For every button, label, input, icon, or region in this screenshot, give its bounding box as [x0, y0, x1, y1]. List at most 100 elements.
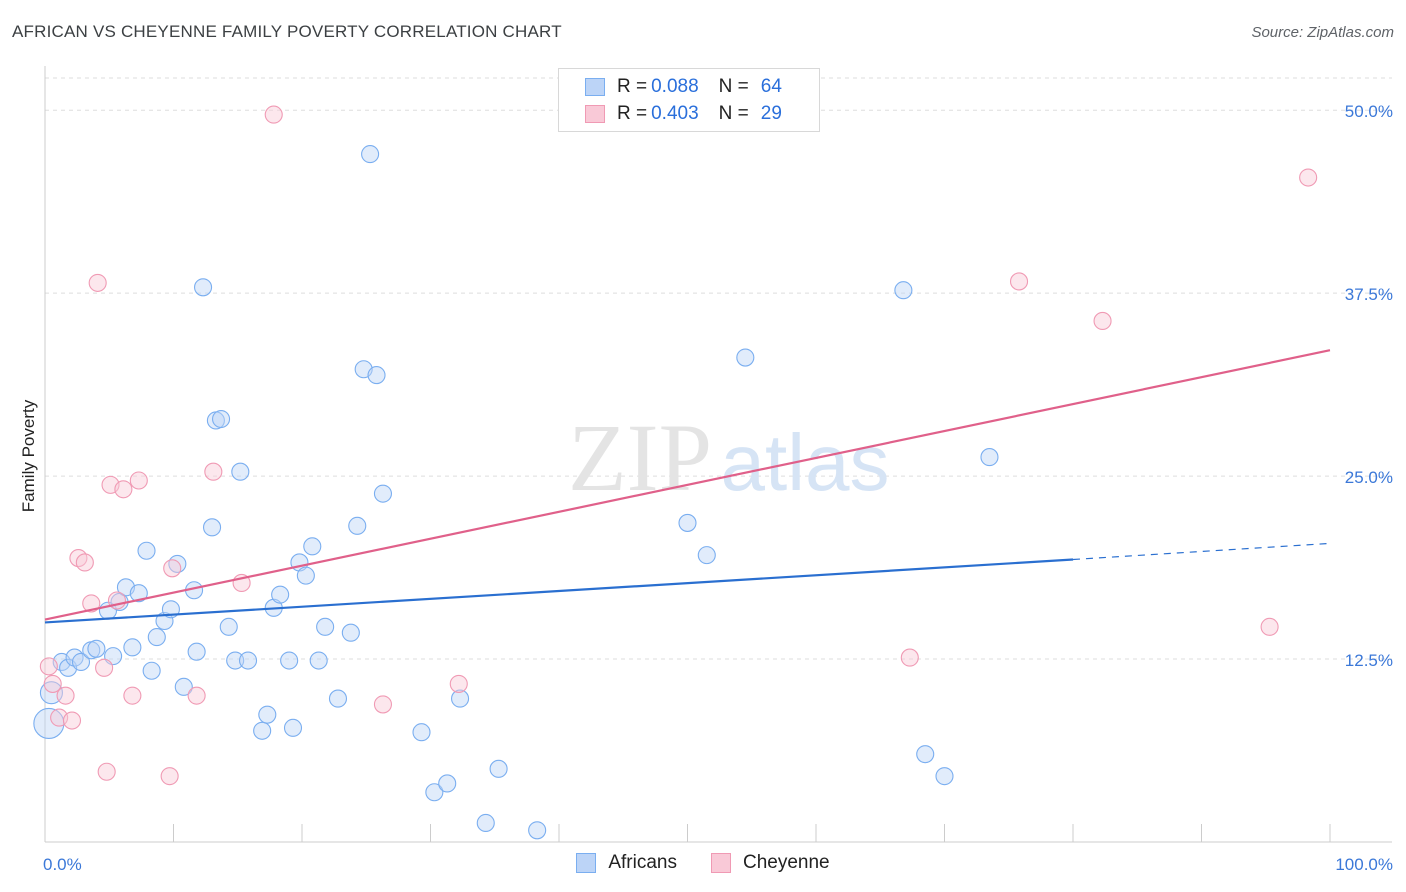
point-cheyenne: [204, 462, 223, 481]
point-africans: [309, 651, 328, 670]
point-africans: [476, 813, 495, 833]
x-tick-label-max: 100.0%: [1335, 855, 1393, 874]
legend-item-africans[interactable]: Africans: [576, 852, 677, 874]
point-cheyenne: [97, 762, 116, 781]
point-cheyenne: [123, 686, 142, 705]
point-africans: [451, 689, 470, 708]
point-africans: [528, 821, 547, 840]
point-cheyenne: [82, 594, 101, 613]
point-africans: [296, 566, 315, 585]
legend-r-value: 0.403: [651, 103, 699, 124]
point-africans: [348, 516, 367, 535]
point-africans: [438, 774, 457, 793]
legend-swatch-africans: [585, 78, 605, 96]
point-africans: [155, 611, 174, 631]
point-africans: [174, 677, 193, 696]
point-africans: [303, 537, 322, 556]
point-cheyenne: [1260, 617, 1279, 636]
watermark-atlas: atlas: [721, 418, 890, 507]
point-africans: [258, 705, 277, 724]
trend-line-africans-extension: [1072, 542, 1331, 561]
series-legend: Africans Cheyenne: [0, 852, 1406, 874]
legend-row-africans: R = 0.088 N = 64: [585, 75, 782, 99]
point-africans: [412, 723, 431, 742]
point-africans: [253, 721, 272, 740]
point-cheyenne: [95, 658, 114, 677]
watermark: ZIP atlas: [568, 404, 889, 511]
point-africans: [916, 745, 935, 764]
point-africans: [489, 759, 508, 778]
point-africans: [137, 541, 156, 560]
point-africans: [226, 651, 245, 670]
point-cheyenne: [43, 674, 62, 693]
chart-title: AFRICAN VS CHEYENNE FAMILY POVERTY CORRE…: [12, 22, 562, 41]
point-cheyenne: [160, 767, 179, 786]
point-africans: [935, 767, 954, 786]
point-africans: [316, 617, 335, 636]
point-cheyenne: [163, 559, 182, 578]
point-africans: [271, 585, 290, 604]
legend-swatch-cheyenne: [711, 853, 731, 873]
data-points: [33, 105, 1318, 840]
point-africans: [129, 584, 148, 603]
point-cheyenne: [900, 648, 919, 667]
point-cheyenne: [449, 674, 468, 693]
point-cheyenne: [264, 105, 283, 124]
point-cheyenne: [1299, 168, 1318, 187]
legend-n-label: N =: [718, 103, 749, 124]
point-cheyenne: [56, 686, 75, 705]
point-africans: [147, 628, 166, 647]
y-axis-label: Family Poverty: [19, 399, 38, 512]
trend-lines: [44, 349, 1331, 624]
point-africans: [341, 623, 360, 642]
point-africans: [219, 617, 238, 636]
point-africans: [142, 661, 161, 680]
point-cheyenne: [1093, 311, 1112, 331]
y-tick-label: 12.5%: [1345, 651, 1393, 670]
tick-labels: 12.5% 25.0% 37.5% 50.0% 0.0% 100.0%: [43, 102, 1393, 874]
legend-label-cheyenne: Cheyenne: [743, 852, 830, 873]
point-cheyenne: [129, 471, 148, 490]
legend-item-cheyenne[interactable]: Cheyenne: [711, 852, 830, 874]
point-africans: [211, 409, 231, 429]
point-africans: [87, 639, 106, 658]
point-cheyenne: [373, 695, 393, 714]
x-tick-label-min: 0.0%: [43, 855, 82, 874]
point-africans: [231, 462, 250, 481]
point-africans: [283, 718, 303, 737]
legend-n-value: 64: [760, 76, 782, 97]
point-africans: [71, 652, 91, 672]
legend-swatch-africans: [576, 853, 597, 873]
grid-lines: [45, 77, 1392, 660]
point-africans: [123, 638, 142, 657]
legend-r-label: R =: [617, 76, 648, 97]
legend-r-value: 0.088: [651, 76, 699, 97]
point-africans: [678, 513, 697, 532]
point-cheyenne: [114, 480, 133, 499]
y-tick-label: 50.0%: [1345, 102, 1393, 121]
point-africans: [373, 484, 393, 503]
point-cheyenne: [88, 273, 107, 292]
trend-line-cheyenne: [44, 349, 1331, 621]
legend-n-label: N =: [718, 76, 749, 97]
y-tick-label: 37.5%: [1345, 285, 1393, 304]
legend-swatch-cheyenne: [585, 105, 605, 123]
axes: [44, 66, 1392, 843]
point-cheyenne: [75, 553, 94, 572]
point-cheyenne: [187, 686, 206, 705]
point-africans: [697, 546, 716, 565]
correlation-legend: R = 0.088 N = 64 R = 0.403 N = 29: [558, 68, 820, 132]
point-africans: [367, 366, 386, 385]
point-africans: [980, 448, 999, 467]
point-africans: [425, 783, 444, 802]
legend-r-label: R =: [617, 103, 648, 124]
legend-n-value: 29: [760, 103, 782, 124]
point-africans: [280, 651, 299, 670]
point-africans: [187, 642, 206, 661]
point-africans: [238, 651, 258, 670]
legend-row-cheyenne: R = 0.403 N = 29: [585, 102, 782, 126]
point-africans: [203, 518, 222, 537]
point-africans: [736, 348, 755, 367]
point-africans: [894, 281, 913, 300]
